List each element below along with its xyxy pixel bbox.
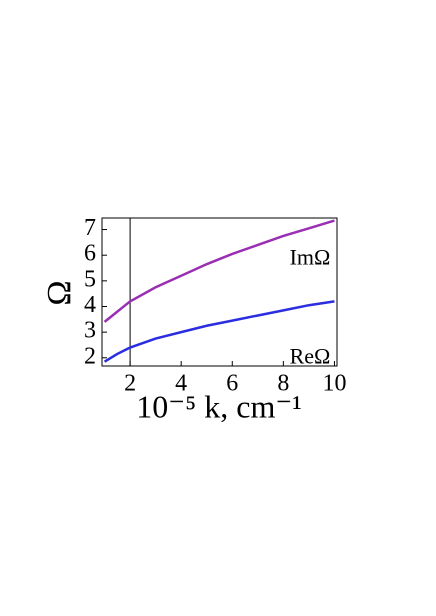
- x-tick-label: 10: [322, 371, 346, 397]
- y-tick-label: 2: [84, 343, 96, 369]
- y-tick-label: 6: [84, 241, 96, 267]
- y-tick-label: 5: [84, 266, 96, 292]
- series-label: ImΩ: [290, 245, 331, 270]
- x-tick-label: 6: [226, 371, 238, 397]
- y-tick-label: 7: [84, 215, 96, 241]
- x-tick-label: 8: [277, 371, 289, 397]
- x-axis-label: 10⁻⁵ k, cm⁻¹: [136, 388, 302, 424]
- series-line: [103, 219, 335, 323]
- series-line: [103, 300, 335, 363]
- plot-frame: [101, 217, 338, 367]
- series-label: ReΩ: [290, 343, 331, 368]
- x-tick-label: 2: [124, 371, 136, 397]
- x-tick-label: 4: [175, 371, 187, 397]
- y-tick-label: 3: [84, 318, 96, 344]
- y-axis-label: Ω: [41, 280, 78, 305]
- y-tick-label: 4: [84, 292, 96, 318]
